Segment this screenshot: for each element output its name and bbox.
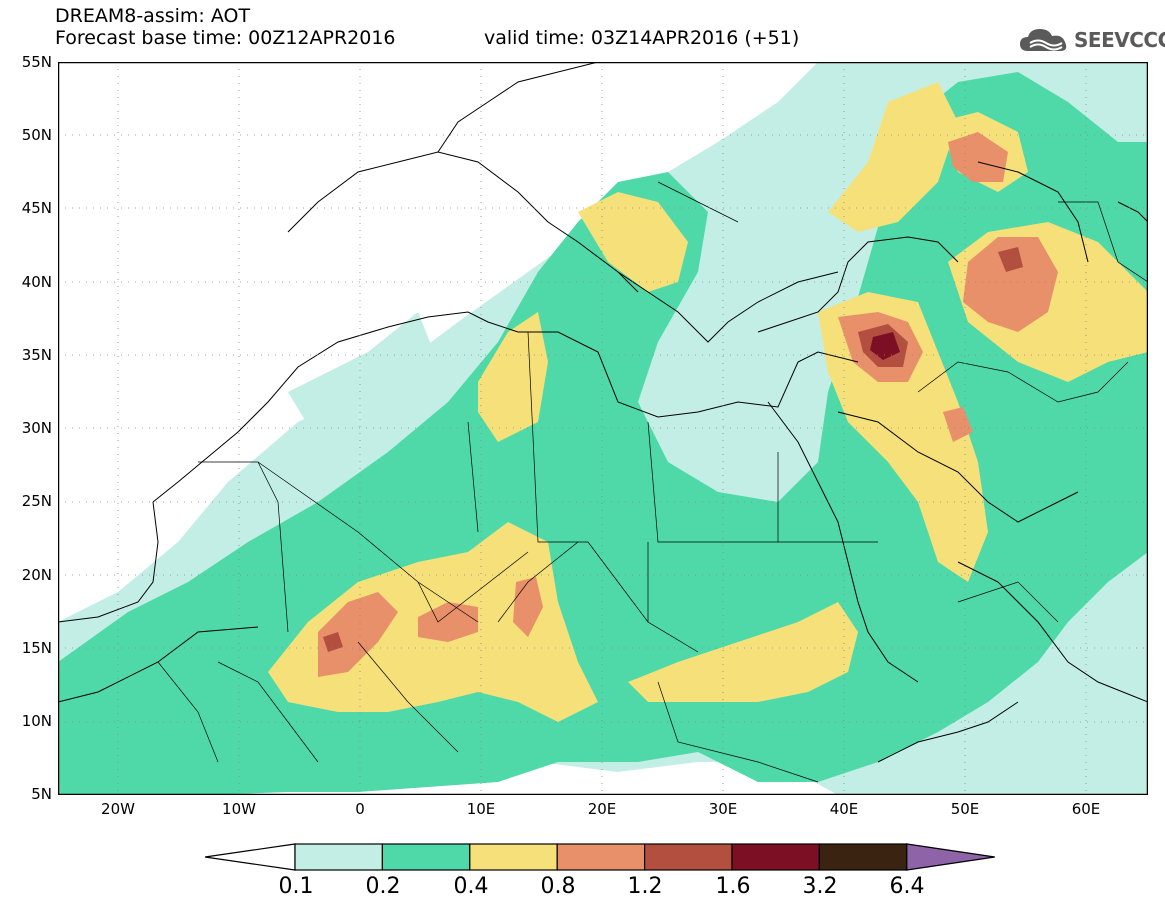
lat-label: 15N bbox=[21, 639, 52, 657]
colorbar-cell bbox=[556, 843, 646, 871]
colorbar-label: 0.1 bbox=[278, 874, 314, 899]
colorbar-cell bbox=[818, 843, 908, 871]
lat-label: 10N bbox=[21, 712, 52, 730]
lat-label: 20N bbox=[21, 566, 52, 584]
colorbar bbox=[205, 843, 995, 871]
lat-label: 55N bbox=[21, 53, 52, 71]
aot-map bbox=[58, 62, 1148, 795]
colorbar-cell bbox=[731, 843, 821, 871]
forecast-base-time: Forecast base time: 00Z12APR2016 bbox=[55, 27, 396, 49]
lat-label: 45N bbox=[21, 199, 52, 217]
lon-label: 30E bbox=[708, 800, 738, 818]
lat-label: 35N bbox=[21, 346, 52, 364]
logo-text: SEEVCCC bbox=[1074, 28, 1165, 52]
colorbar-arrow-high bbox=[906, 843, 995, 871]
colorbar-label: 0.8 bbox=[540, 874, 576, 899]
country-borders bbox=[157, 181, 1148, 783]
coastlines bbox=[58, 62, 1148, 763]
colorbar-label: 0.2 bbox=[365, 874, 401, 899]
colorbar-label: 3.2 bbox=[802, 874, 838, 899]
lon-label: 0 bbox=[355, 800, 365, 818]
lon-label: 40E bbox=[829, 800, 859, 818]
lon-label: 20W bbox=[101, 800, 135, 818]
valid-time: valid time: 03Z14APR2016 (+51) bbox=[484, 27, 800, 49]
lon-label: 10E bbox=[466, 800, 496, 818]
colorbar-label: 0.4 bbox=[453, 874, 489, 899]
seevccc-logo: SEEVCCC bbox=[1018, 22, 1165, 58]
colorbar-cell bbox=[381, 843, 471, 871]
colorbar-label: 1.2 bbox=[627, 874, 663, 899]
colorbar-cell bbox=[644, 843, 733, 871]
lat-label: 25N bbox=[21, 492, 52, 510]
lon-label: 50E bbox=[950, 800, 980, 818]
chart-title: DREAM8-assim: AOT bbox=[55, 5, 251, 27]
lon-label: 10W bbox=[222, 800, 256, 818]
colorbar-label: 6.4 bbox=[889, 874, 925, 899]
colorbar-label: 1.6 bbox=[715, 874, 751, 899]
cloud-icon bbox=[1020, 29, 1067, 51]
colorbar-cell bbox=[469, 843, 558, 871]
lat-label: 40N bbox=[21, 273, 52, 291]
colorbar-cell bbox=[294, 843, 384, 871]
lat-label: 30N bbox=[21, 419, 52, 437]
map-border bbox=[58, 62, 1148, 795]
lat-label: 5N bbox=[31, 785, 52, 803]
colorbar-arrow-low bbox=[205, 843, 296, 871]
lon-label: 60E bbox=[1071, 800, 1101, 818]
lon-label: 20E bbox=[587, 800, 617, 818]
lat-label: 50N bbox=[21, 126, 52, 144]
aot-layer-1.6 bbox=[870, 332, 900, 360]
